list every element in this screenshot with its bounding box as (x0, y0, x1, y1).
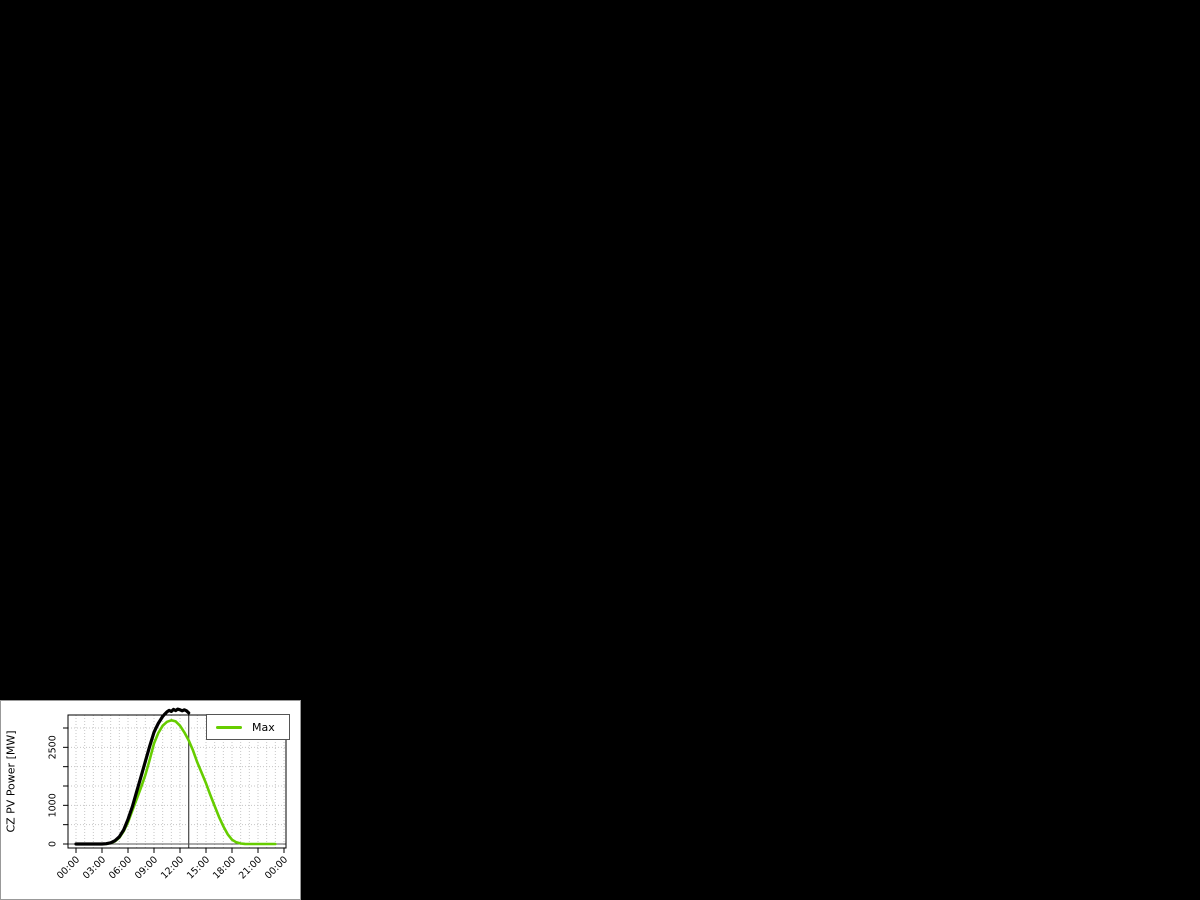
y-tick-label: 2500 (48, 735, 59, 759)
y-axis-title: CZ PV Power [MW] (4, 730, 18, 833)
legend-label-max: Max (252, 720, 275, 734)
y-tick-label: 0 (48, 841, 59, 847)
legend-line-sample-max (216, 725, 242, 729)
legend-box: Max (206, 714, 290, 740)
x-tick-label: 00:00 (55, 854, 82, 881)
x-tick-label: 00:00 (263, 854, 290, 881)
x-tick-label: 15:00 (185, 854, 212, 881)
chart-canvas: 00:0003:0006:0009:0012:0015:0018:0021:00… (48, 707, 290, 881)
series-line-unlabeled-black-series (74, 707, 191, 846)
x-tick-label: 09:00 (133, 854, 160, 881)
x-tick-label: 18:00 (211, 854, 238, 881)
y-tick-label: 1000 (48, 793, 59, 817)
x-tick-label: 12:00 (159, 854, 186, 881)
x-tick-label: 21:00 (237, 854, 264, 881)
x-tick-label: 03:00 (81, 854, 108, 881)
x-tick-label: 06:00 (107, 854, 134, 881)
pv-power-chart-panel: 00:00 03:00 06:00 09:00 12:00 15:00 18:00 21:00… (0, 700, 301, 900)
plot-box (67, 714, 287, 849)
